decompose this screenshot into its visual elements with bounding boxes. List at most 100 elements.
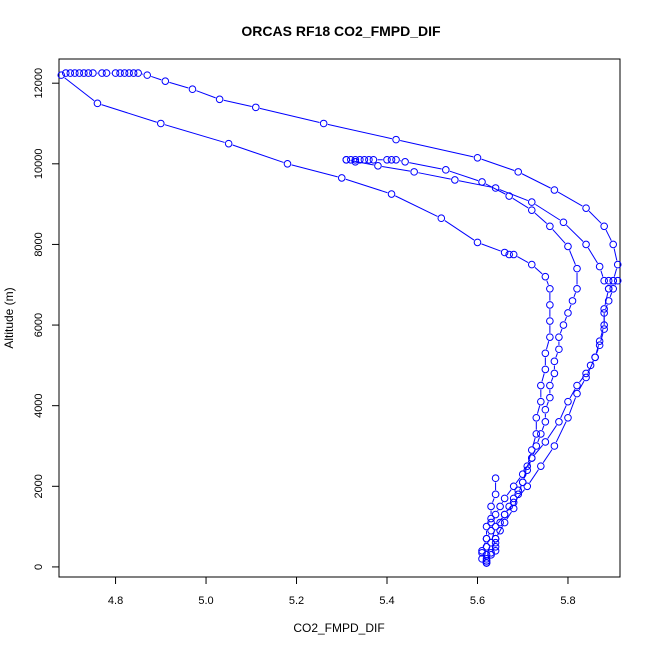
data-point [347,155,355,164]
data-point [564,397,572,406]
data-point [442,166,450,174]
data-point [496,526,504,535]
data-point [546,301,554,309]
data-point [582,369,590,378]
series-segment [569,388,576,399]
series-segment [534,444,544,456]
series-segment [557,191,583,207]
series-segment [569,250,576,265]
series-segment [196,90,216,99]
data-point [604,276,613,285]
y-tick-label: 8000 [33,232,45,256]
data-point [319,119,328,128]
data-point [283,160,292,168]
data-point [564,309,572,317]
series-segment [604,292,609,305]
data-point [505,250,513,259]
data-point [523,482,532,491]
series-segment [609,292,613,298]
series-segment [600,332,604,342]
data-point [482,534,491,543]
data-point [550,369,559,378]
data-point [546,284,554,293]
data-point [75,69,84,77]
data-point [537,462,545,470]
data-point [550,186,559,194]
data-point [532,413,541,422]
series-segment [541,425,545,431]
series-segment [566,224,584,242]
series-segment [382,166,411,172]
data-point [591,353,599,362]
data-point [500,510,509,519]
data-point [215,95,224,104]
data-point [518,478,527,487]
data-point [573,264,581,273]
series-segment [536,405,541,414]
data-point [89,69,97,77]
data-point [604,297,613,305]
series-segment [516,489,525,500]
series-segment [595,345,599,354]
data-point [564,242,572,251]
series-segment [487,546,491,552]
series-3 [57,69,622,567]
data-point [568,297,577,305]
series-segment [587,360,594,374]
data-point [437,214,446,223]
data-point [478,546,486,555]
series-segment [555,352,558,358]
data-point [523,462,532,470]
series-layer [57,69,622,567]
data-point [473,153,482,162]
series-segment [588,210,602,224]
series-segment [605,229,612,241]
y-axis-label: Altitude (m) [2,287,16,348]
data-point [532,430,541,438]
data-point [369,155,378,164]
data-point [478,178,486,186]
data-point [546,317,554,325]
series-segment [546,280,549,286]
data-point [537,381,545,390]
data-point [473,238,482,247]
data-point [487,549,495,557]
series-segment [542,449,553,463]
series-segment [555,421,567,443]
series-segment [291,164,338,178]
data-point [550,442,559,450]
series-segment [600,328,604,338]
series-segment [164,124,225,143]
y-tick-label: 12000 [33,68,45,99]
data-point [573,381,581,390]
series-segment [327,123,393,140]
data-point [564,413,572,422]
data-point [514,168,523,176]
series-segment [506,505,512,512]
y-axis: 0 2000 4000 6000 8000 10000 12000 [33,68,60,570]
data-point [188,85,197,94]
data-point [500,248,509,257]
data-point [496,502,504,511]
data-point [351,155,360,164]
data-point [98,69,106,77]
series-segment [587,247,598,264]
x-tick-label: 5.2 [289,595,304,607]
data-point [559,321,568,329]
data-point [102,69,111,77]
series-segment [151,75,162,81]
series-segment [400,140,474,158]
data-point [546,222,554,231]
data-point [613,260,622,269]
series-segment [613,268,618,277]
x-tick-label: 4.8 [108,595,123,607]
data-point [66,69,75,77]
series-segment [578,380,585,391]
data-point [509,250,518,259]
data-point [61,69,70,77]
data-point [482,522,491,531]
data-point [337,174,346,182]
series-segment [517,256,529,263]
data-point [582,204,590,212]
series-segment [259,107,320,124]
